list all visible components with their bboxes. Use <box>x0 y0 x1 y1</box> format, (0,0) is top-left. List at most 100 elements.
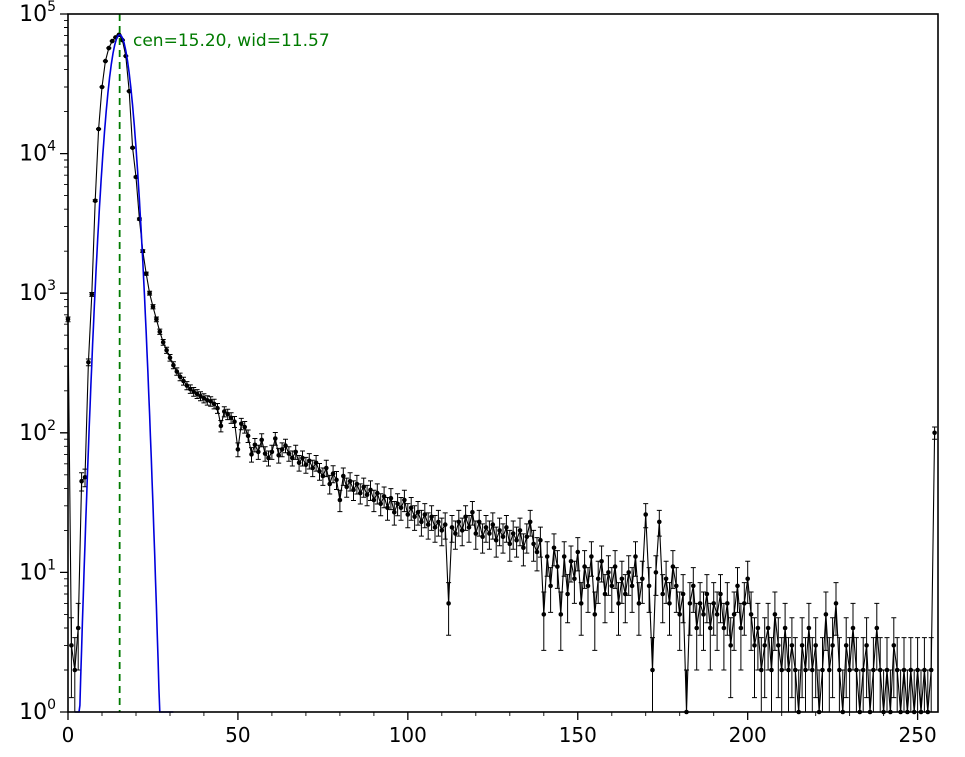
axis-ticks <box>60 13 919 720</box>
data-point <box>252 442 258 448</box>
data-point <box>585 583 591 589</box>
data-point <box>395 501 400 507</box>
data-point <box>728 643 733 648</box>
data-point <box>810 667 815 673</box>
data-point <box>793 667 798 673</box>
data-point <box>337 497 343 503</box>
data-point <box>371 497 377 503</box>
data-point <box>646 583 652 589</box>
errorbars <box>65 34 938 713</box>
data-point <box>79 478 84 484</box>
data-point <box>154 317 159 322</box>
data-point <box>103 58 108 64</box>
data-point <box>208 399 213 404</box>
data-point <box>850 625 856 631</box>
y-tick-label: 102 <box>19 418 56 446</box>
data-point <box>799 643 805 648</box>
data-point <box>368 487 373 493</box>
data-point <box>245 433 251 439</box>
data-point <box>480 534 485 540</box>
data-point <box>725 601 730 606</box>
data-point <box>871 667 876 673</box>
data-point <box>283 443 288 448</box>
data-point <box>735 583 740 589</box>
data-point <box>674 583 679 589</box>
data-point <box>130 145 135 151</box>
data-point <box>864 643 869 648</box>
x-tick-label: 200 <box>729 723 767 747</box>
data-point <box>334 477 339 483</box>
data-point <box>507 541 513 547</box>
data-point <box>150 304 156 310</box>
data-series <box>65 32 938 715</box>
data-point <box>147 290 152 296</box>
data-point <box>463 514 468 520</box>
axis-labels: 0 50 100 150 200 250 100 101 102 103 104 105 <box>19 0 937 747</box>
data-point <box>752 643 757 648</box>
data-point <box>908 667 914 673</box>
data-point <box>568 559 574 564</box>
data-point <box>789 643 795 648</box>
data-point <box>578 601 584 606</box>
data-point <box>558 612 564 617</box>
data-point <box>847 667 852 673</box>
x-tick-label: 0 <box>62 723 75 747</box>
data-point <box>358 490 363 496</box>
data-point <box>636 601 642 606</box>
x-tick-label: 150 <box>559 723 597 747</box>
data-point <box>538 537 543 543</box>
data-point <box>310 465 316 471</box>
data-point <box>266 455 271 461</box>
data-point <box>470 509 475 515</box>
data-point <box>466 525 472 530</box>
data-point <box>459 528 465 533</box>
data-point <box>453 531 458 536</box>
data-point <box>769 667 774 673</box>
data-point <box>286 451 292 456</box>
data-point <box>650 667 655 673</box>
data-point <box>487 531 492 536</box>
data-point <box>786 667 791 673</box>
data-point <box>527 519 533 525</box>
data-point <box>439 528 445 533</box>
data-point <box>592 612 598 617</box>
data-point <box>415 509 421 515</box>
data-point <box>324 465 329 471</box>
data-point <box>473 531 479 536</box>
x-tick-label: 250 <box>899 723 937 747</box>
data-point <box>572 576 577 582</box>
data-point <box>640 576 645 582</box>
data-point <box>347 478 353 484</box>
data-point <box>575 549 581 555</box>
data-point <box>385 505 390 511</box>
data-point <box>92 198 98 203</box>
data-point <box>660 591 665 597</box>
data-point <box>833 601 839 606</box>
data-point <box>317 469 322 474</box>
data-point <box>776 643 781 648</box>
data-point <box>820 667 825 673</box>
data-point <box>765 625 771 631</box>
data-point <box>222 409 227 414</box>
data-point <box>894 667 900 673</box>
data-point <box>555 564 560 569</box>
data-point <box>483 525 489 530</box>
data-point <box>667 601 672 606</box>
data-point <box>633 554 638 559</box>
x-tick-label: 50 <box>225 723 250 747</box>
data-point <box>307 458 312 464</box>
data-point <box>269 449 275 455</box>
data-point <box>82 475 88 480</box>
data-point <box>738 625 744 631</box>
data-point <box>500 534 506 540</box>
data-point <box>425 522 431 527</box>
data-point <box>612 564 618 569</box>
data-point <box>86 360 91 365</box>
data-point <box>697 601 703 606</box>
data-point <box>708 625 713 631</box>
data-point <box>670 564 676 569</box>
data-point <box>422 512 428 517</box>
data-point <box>446 601 451 606</box>
data-point <box>72 667 78 673</box>
